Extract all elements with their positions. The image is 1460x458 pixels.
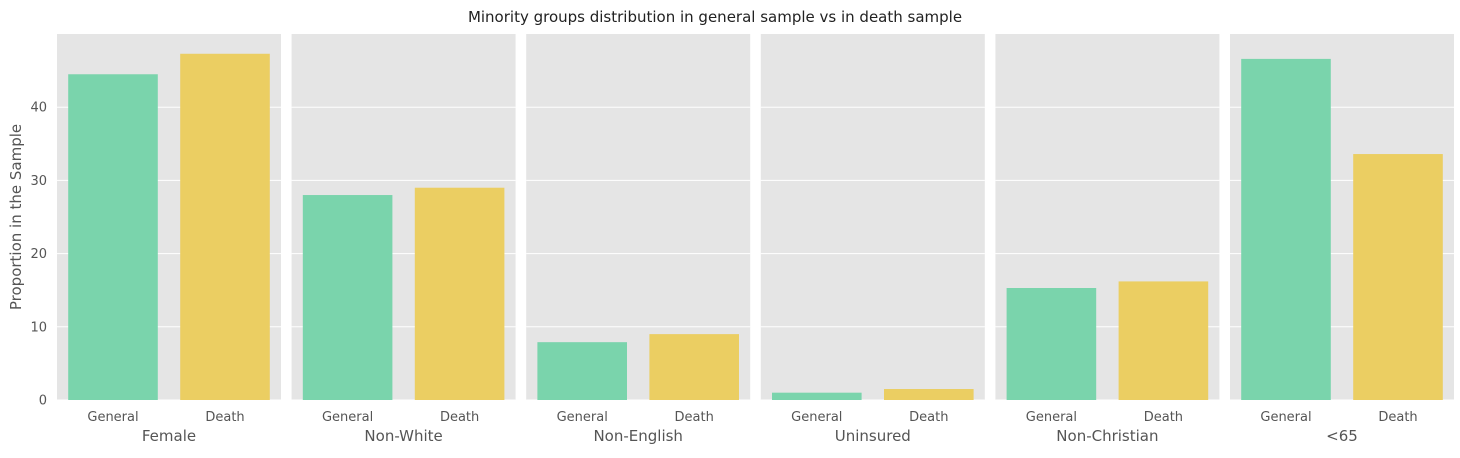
y-tick-label: 10 <box>30 320 47 335</box>
panel-label: Female <box>142 427 196 445</box>
x-tick-label: Death <box>675 410 714 425</box>
panel-non-english: General Death Non-English <box>526 34 751 445</box>
panel-label: Non-English <box>593 427 682 445</box>
bar-general <box>537 342 627 400</box>
y-tick-label: 20 <box>30 247 47 262</box>
y-axis-label: Proportion in the Sample <box>7 124 25 310</box>
x-tick-label: General <box>1260 410 1311 425</box>
panel-label: <65 <box>1326 427 1358 445</box>
bar-death <box>649 334 739 400</box>
panel--65: General Death <65 <box>1230 34 1454 445</box>
bar-death <box>414 187 505 400</box>
x-tick-label: Death <box>1144 410 1183 425</box>
y-tick-label: 40 <box>30 101 47 116</box>
panel-label: Uninsured <box>835 427 911 445</box>
bar-general <box>302 195 393 400</box>
bar-death <box>1353 154 1443 400</box>
panel-female: General Death Female <box>57 34 281 445</box>
x-tick-label: General <box>1026 410 1077 425</box>
x-tick-label: Death <box>909 410 948 425</box>
bar-death <box>884 389 974 400</box>
bar-death <box>1118 281 1209 400</box>
y-tick-label: 30 <box>30 174 47 189</box>
panel-background <box>760 34 985 400</box>
bar-general <box>68 74 158 400</box>
y-axis: 0 10 20 30 40 <box>30 101 47 409</box>
panel-non-white: General Death Non-White <box>291 34 516 445</box>
bar-general <box>772 392 862 400</box>
panel-non-christian: General Death Non-Christian <box>995 34 1220 445</box>
chart-title: Minority groups distribution in general … <box>468 8 962 26</box>
x-tick-label: General <box>322 410 373 425</box>
bar-general <box>1241 58 1331 400</box>
bar-general <box>1006 288 1097 400</box>
panel-uninsured: General Death Uninsured <box>760 34 985 445</box>
y-tick-label: 0 <box>39 394 47 409</box>
panel-label: Non-Christian <box>1056 427 1158 445</box>
panel-label: Non-White <box>364 427 442 445</box>
x-tick-label: Death <box>1378 410 1417 425</box>
x-tick-label: Death <box>205 410 244 425</box>
x-tick-label: General <box>87 410 138 425</box>
x-tick-label: General <box>557 410 608 425</box>
x-tick-label: General <box>791 410 842 425</box>
x-tick-label: Death <box>440 410 479 425</box>
bar-death <box>180 53 270 400</box>
